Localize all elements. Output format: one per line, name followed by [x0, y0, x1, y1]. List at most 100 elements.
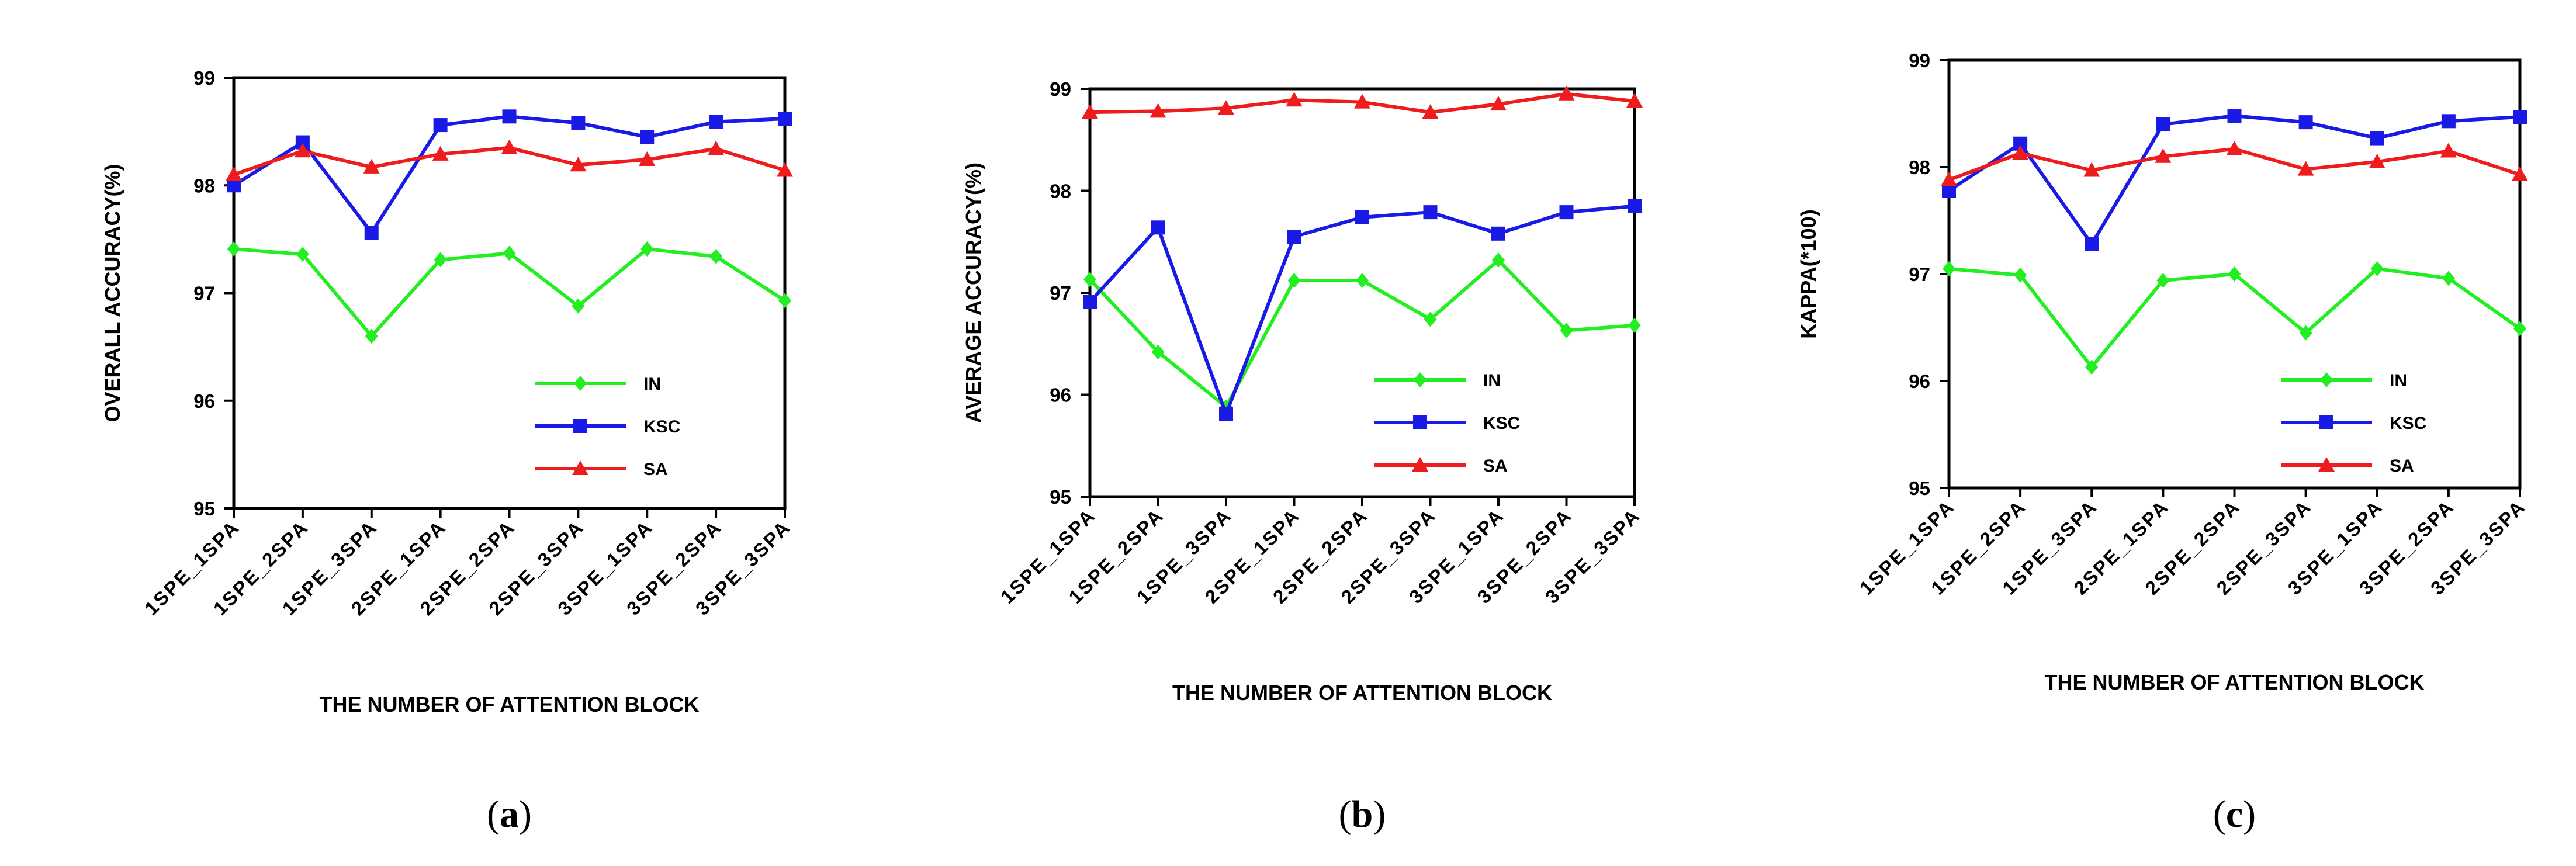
- data-point-sa: [1626, 92, 1643, 108]
- data-point-in: [2228, 266, 2241, 282]
- data-point-in: [1424, 311, 1437, 327]
- data-point-ksc: [2513, 109, 2527, 124]
- data-point-ksc: [2013, 136, 2028, 151]
- panel-label: (b): [1339, 793, 1386, 836]
- series-ksc: [1083, 199, 1642, 421]
- data-point-sa: [1218, 100, 1234, 115]
- legend-marker-in: [574, 376, 587, 391]
- legend-marker-in: [1414, 372, 1427, 387]
- y-tick-label: 97: [193, 283, 215, 304]
- data-point-in: [1943, 261, 1955, 276]
- data-point-sa: [2083, 162, 2100, 177]
- data-point-sa: [1941, 171, 1957, 186]
- data-point-ksc: [502, 109, 517, 124]
- legend-marker-in: [2320, 372, 2333, 387]
- data-point-ksc: [2156, 117, 2170, 131]
- data-point-sa: [1354, 93, 1370, 109]
- y-tick-label: 95: [1050, 486, 1071, 508]
- panel-label-open: (: [2213, 793, 2226, 836]
- data-point-ksc: [1355, 210, 1369, 224]
- panel-label-letter: a: [500, 793, 519, 836]
- chart-panel-1: 95969798991SPE_1SPA1SPE_2SPA1SPE_3SPA2SP…: [101, 67, 795, 836]
- legend-marker-ksc: [2319, 415, 2333, 429]
- panel-label-close: ): [1373, 793, 1386, 836]
- data-point-in: [2513, 321, 2526, 337]
- panel-label: (c): [2213, 793, 2256, 836]
- data-point-in: [1492, 252, 1505, 268]
- data-point-ksc: [1491, 226, 1505, 241]
- series-in: [227, 241, 791, 344]
- data-point-ksc: [709, 115, 723, 129]
- data-point-in: [365, 328, 378, 344]
- legend: IN KSC SA: [535, 375, 680, 479]
- data-point-ksc: [1083, 295, 1097, 309]
- data-point-ksc: [1628, 199, 1642, 213]
- data-point-ksc: [1423, 205, 1438, 220]
- data-point-sa: [2155, 148, 2172, 163]
- series-line-ksc: [1948, 114, 2520, 246]
- data-point-sa: [1558, 85, 1575, 101]
- series-ksc: [1942, 109, 2527, 251]
- legend-label-sa: SA: [1483, 456, 1508, 476]
- data-point-ksc: [2085, 237, 2099, 251]
- chart-panel-2: 95969798991SPE_1SPA1SPE_2SPA1SPE_3SPA2SP…: [961, 78, 1644, 836]
- series-line-ksc: [1088, 204, 1635, 416]
- legend-marker-ksc: [1413, 415, 1427, 429]
- y-tick-label: 95: [193, 498, 215, 519]
- data-point-in: [2299, 325, 2312, 341]
- data-point-in: [1287, 273, 1301, 289]
- y-tick-label: 98: [1909, 157, 1930, 178]
- data-point-in: [2085, 359, 2099, 375]
- data-point-in: [1628, 317, 1641, 333]
- data-point-in: [2370, 261, 2384, 276]
- data-point-ksc: [433, 118, 448, 133]
- series-ksc: [227, 109, 792, 240]
- data-point-in: [640, 241, 654, 257]
- chart-panel-3: 95969798991SPE_1SPA1SPE_2SPA1SPE_3SPA2SP…: [1796, 50, 2530, 836]
- data-point-sa: [501, 139, 518, 154]
- y-tick-label: 96: [1050, 384, 1071, 406]
- series-sa: [1082, 85, 1643, 119]
- data-point-sa: [432, 146, 449, 161]
- data-point-ksc: [364, 226, 379, 240]
- data-point-sa: [1286, 92, 1303, 107]
- data-point-sa: [570, 157, 587, 172]
- panel-label-open: (: [487, 793, 500, 836]
- panel-label-open: (: [1339, 793, 1352, 836]
- data-point-sa: [2440, 143, 2457, 158]
- data-point-in: [227, 241, 240, 257]
- panel-label: (a): [487, 793, 532, 836]
- data-point-ksc: [2370, 131, 2384, 146]
- data-point-ksc: [2227, 109, 2242, 123]
- x-axis-title: THE NUMBER OF ATTENTION BLOCK: [1172, 681, 1552, 705]
- legend-marker-ksc: [573, 419, 587, 433]
- data-point-in: [2014, 267, 2027, 283]
- legend-label-in: IN: [643, 375, 661, 394]
- legend-marker-sa: [2318, 457, 2335, 472]
- data-point-in: [2156, 272, 2170, 288]
- y-tick-label: 99: [1909, 50, 1930, 71]
- legend-marker-sa: [572, 460, 588, 475]
- series-in: [1083, 252, 1641, 415]
- data-point-sa: [2512, 166, 2528, 181]
- data-point-ksc: [778, 112, 792, 126]
- data-point-sa: [1490, 96, 1507, 111]
- panel-label-letter: c: [2226, 793, 2243, 836]
- legend: IN KSC SA: [1374, 371, 1520, 476]
- y-axis-title: KAPPA(*100): [1796, 209, 1820, 338]
- data-point-in: [434, 252, 447, 268]
- data-point-ksc: [2441, 114, 2456, 129]
- data-point-sa: [777, 162, 793, 177]
- data-point-in: [2442, 271, 2455, 286]
- data-point-ksc: [640, 130, 655, 144]
- series-sa: [226, 139, 793, 181]
- legend-label-sa: SA: [2390, 456, 2414, 476]
- y-tick-label: 98: [1050, 181, 1071, 202]
- data-point-sa: [1422, 104, 1439, 119]
- series-line-in: [1948, 266, 2521, 369]
- data-point-sa: [2369, 153, 2385, 168]
- legend: IN KSC SA: [2281, 371, 2426, 476]
- data-point-sa: [363, 158, 380, 174]
- series-line-ksc: [233, 115, 785, 235]
